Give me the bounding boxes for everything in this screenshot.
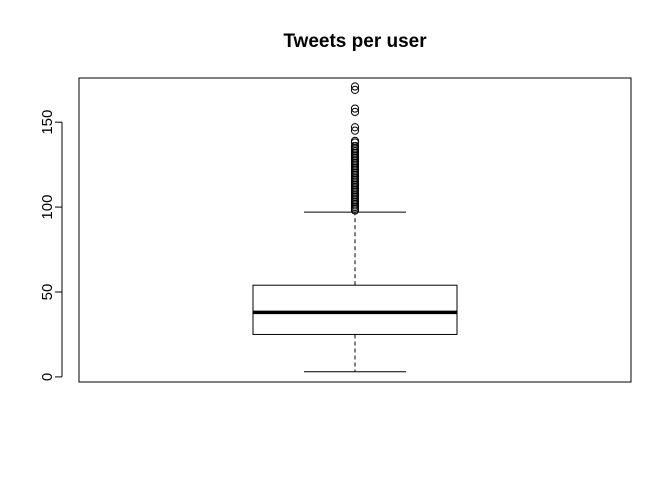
outlier-point	[350, 123, 360, 132]
outlier-point	[350, 82, 360, 91]
chart-title: Tweets per user	[283, 31, 427, 52]
y-axis: 0 50 100 150	[39, 110, 63, 381]
plot-frame	[78, 77, 632, 383]
y-tick-label: 0	[39, 373, 56, 381]
outlier-point	[350, 107, 360, 117]
outlier-point	[350, 104, 360, 113]
iqr-box	[252, 284, 458, 335]
y-tick-label: 50	[39, 284, 56, 301]
y-tick-label: 150	[39, 110, 56, 135]
outlier-point	[350, 136, 360, 145]
outlier-point	[350, 85, 360, 94]
y-tick-label: 100	[39, 195, 56, 220]
outliers-group	[350, 82, 360, 215]
outlier-point	[350, 126, 360, 135]
outlier-point	[350, 141, 360, 151]
box-group	[252, 211, 458, 373]
